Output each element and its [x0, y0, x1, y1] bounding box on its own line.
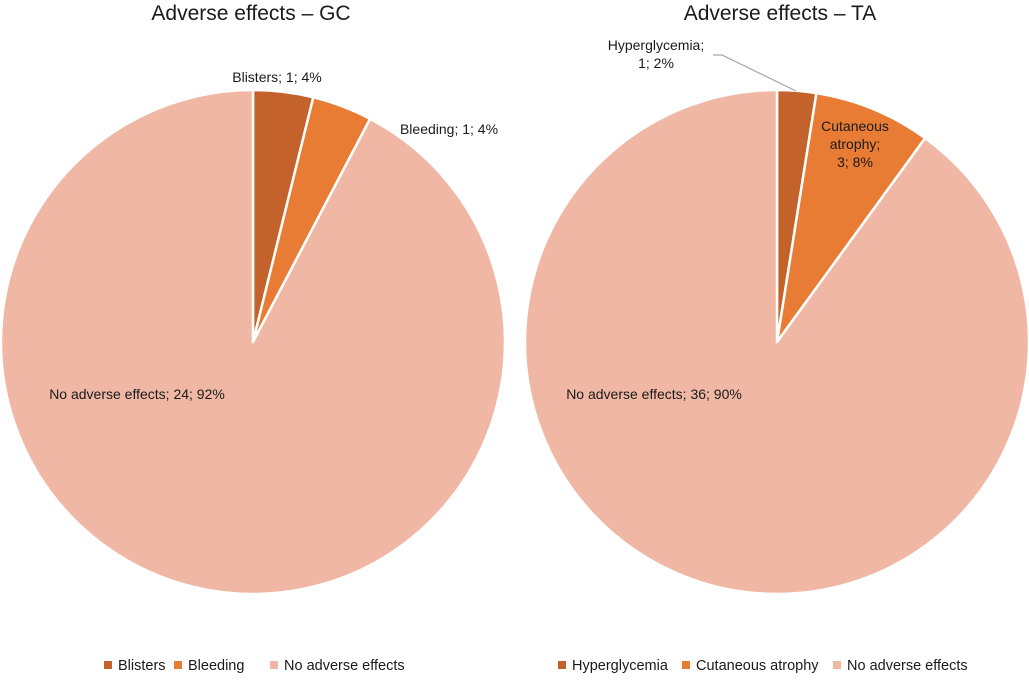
data-label: No adverse effects; 24; 92%: [49, 386, 225, 402]
legend-label: Blisters: [118, 658, 166, 674]
legend-swatch: [833, 661, 841, 669]
legend-label: Bleeding: [188, 658, 244, 674]
legend-swatch: [104, 661, 112, 669]
legend-label: No adverse effects: [847, 658, 968, 674]
legend-label: No adverse effects: [284, 658, 405, 674]
legend-swatch: [682, 661, 690, 669]
pie-slice-no-adverse-effects: [0, 88, 507, 596]
pie-chart-1: Adverse effects – GC Blisters; 1; 4% Bleed…: [0, 2, 507, 674]
legend: Hyperglycemia Cutaneous atrophy No adverse…: [558, 658, 968, 674]
pie-slice-no-adverse-effects: [523, 88, 1029, 596]
legend-swatch: [558, 661, 566, 669]
legend-swatch: [174, 661, 182, 669]
leader-line: [713, 54, 797, 92]
legend-label: Hyperglycemia: [572, 658, 669, 674]
chart-title: Adverse effects – GC: [151, 2, 350, 25]
legend: Blisters Bleeding No adverse effects: [104, 658, 405, 674]
data-label: Bleeding; 1; 4%: [400, 121, 498, 137]
data-label: No adverse effects; 36; 90%: [566, 386, 742, 402]
data-label: Cutaneous atrophy; 3; 8%: [821, 118, 889, 170]
data-label: Hyperglycemia; 1; 2%: [608, 37, 704, 71]
chart-title: Adverse effects – TA: [684, 2, 877, 25]
data-label: Blisters; 1; 4%: [232, 69, 321, 85]
legend-label: Cutaneous atrophy: [696, 658, 819, 674]
legend-swatch: [270, 661, 278, 669]
pie-chart-2: Adverse effects – TA Hyperglycemia; 1; 2% C…: [523, 2, 1029, 674]
pie-slice-cutaneous-atrophy: [775, 91, 927, 344]
